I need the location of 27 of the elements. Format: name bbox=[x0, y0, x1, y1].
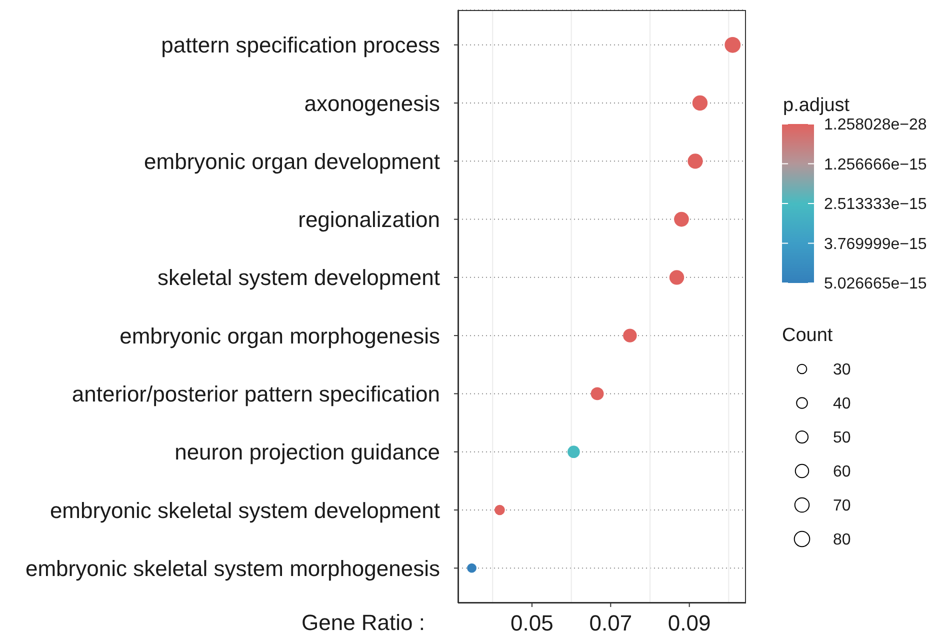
y-tick-label: axonogenesis bbox=[304, 90, 440, 116]
x-axis-title: Gene Ratio : bbox=[301, 610, 425, 634]
y-tick-label: embryonic skeletal system development bbox=[50, 498, 440, 523]
y-tick-label: skeletal system development bbox=[158, 265, 440, 290]
x-tick-label: 0.09 bbox=[668, 610, 711, 634]
y-tick-label: regionalization bbox=[298, 207, 440, 232]
y-tick-label: embryonic organ morphogenesis bbox=[120, 323, 440, 348]
color-bar-title: p.adjust bbox=[783, 95, 850, 116]
legend-label: 50 bbox=[833, 430, 851, 447]
y-tick-label: embryonic organ development bbox=[144, 148, 440, 174]
y-tick-label: neuron projection guidance bbox=[174, 440, 440, 465]
color-bar-label: 3.769999e−15 bbox=[824, 236, 927, 253]
legend-label: 60 bbox=[833, 464, 851, 481]
color-bar-label: 5.026665e−15 bbox=[824, 276, 927, 293]
legend-label: 80 bbox=[833, 532, 851, 549]
x-tick-label: 0.05 bbox=[510, 610, 554, 634]
x-tick-label: 0.07 bbox=[589, 610, 632, 634]
color-bar-label: 2.513333e−15 bbox=[824, 196, 927, 214]
legend-label: 30 bbox=[833, 362, 851, 379]
y-tick-label: embryonic skeletal system morphogenesis bbox=[25, 556, 440, 581]
legend-label: 70 bbox=[833, 498, 851, 515]
color-bar-label: 1.258028e−28 bbox=[824, 116, 927, 134]
y-tick-label: pattern specification process bbox=[161, 32, 440, 58]
legend-title: Count bbox=[782, 325, 834, 346]
y-tick-label: anterior/posterior pattern specification bbox=[72, 382, 440, 407]
legend-label: 40 bbox=[833, 396, 851, 413]
color-bar-label: 1.256666e−15 bbox=[824, 156, 927, 174]
